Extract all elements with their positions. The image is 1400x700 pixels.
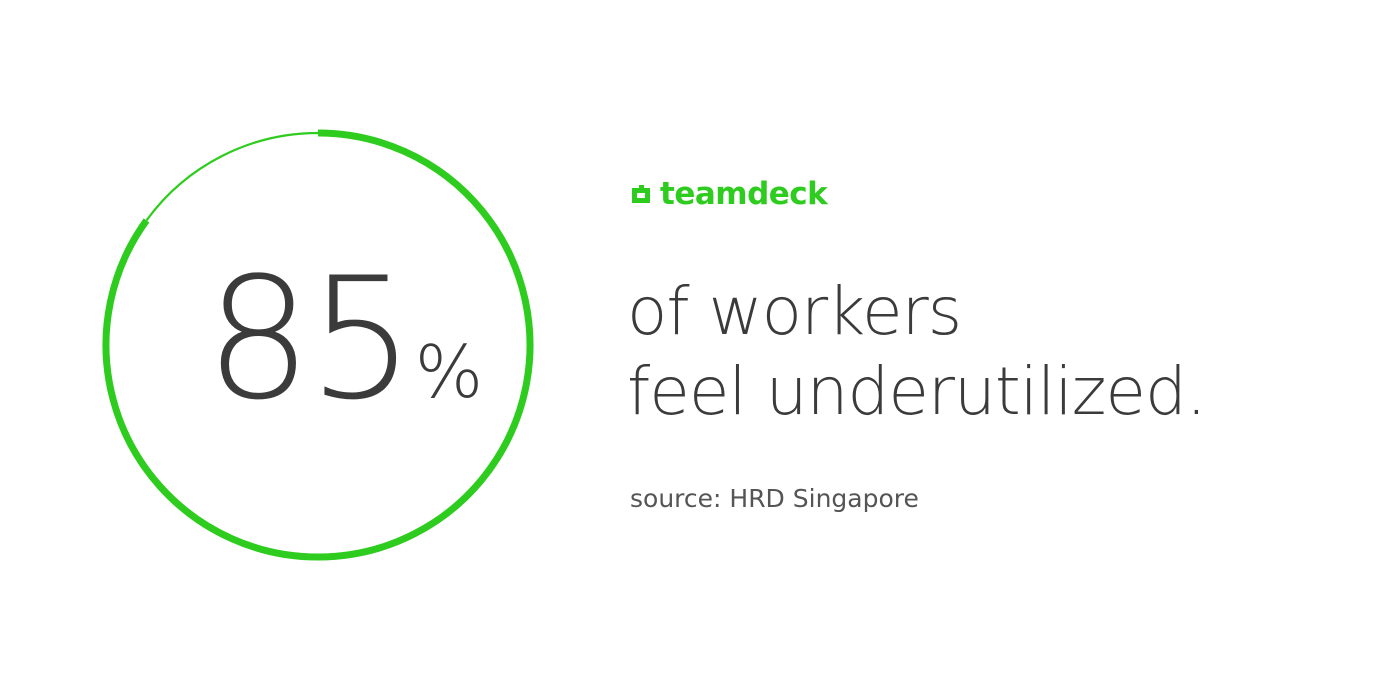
ring-segment-remaining — [145, 131, 319, 222]
ring-segment-filled — [102, 129, 534, 561]
stat-value: 85 — [205, 241, 415, 437]
stat-display: 85 % — [205, 255, 483, 423]
headline: of workers feel underutilized. — [627, 272, 1207, 432]
stat-unit: % — [414, 330, 484, 414]
headline-line-1: of workers — [627, 273, 962, 350]
headline-line-2: feel underutilized. — [627, 353, 1207, 430]
brand-name: teamdeck — [660, 176, 828, 212]
source-citation: source: HRD Singapore — [630, 484, 919, 513]
brand-logo: teamdeck — [628, 176, 828, 212]
teamdeck-logo-icon — [632, 185, 650, 203]
